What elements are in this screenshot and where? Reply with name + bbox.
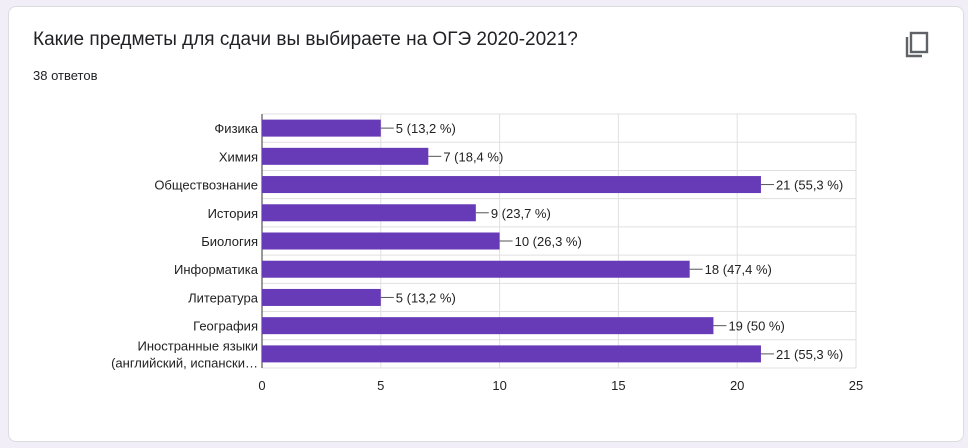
y-tick-label: Физика	[214, 121, 258, 136]
data-label: 5 (13,2 %)	[396, 121, 456, 136]
x-tick-label: 25	[849, 378, 863, 393]
copy-chart-button[interactable]	[899, 27, 935, 63]
data-label: 21 (55,3 %)	[776, 347, 843, 362]
bar[interactable]	[262, 204, 476, 222]
data-label: 19 (50 %)	[728, 319, 784, 334]
x-tick-label: 10	[492, 378, 506, 393]
x-tick-label: 15	[611, 378, 625, 393]
bar[interactable]	[262, 176, 761, 194]
bar[interactable]	[262, 345, 761, 363]
bar[interactable]	[262, 232, 500, 250]
bar[interactable]	[262, 119, 381, 137]
x-tick-label: 20	[730, 378, 744, 393]
data-label: 5 (13,2 %)	[396, 290, 456, 305]
bar[interactable]	[262, 288, 381, 306]
data-label: 21 (55,3 %)	[776, 178, 843, 193]
y-tick-label: Обществознание	[154, 178, 258, 193]
y-tick-label: Иностранные языки	[137, 338, 258, 353]
data-label: 7 (18,4 %)	[443, 149, 503, 164]
copy-icon	[905, 31, 929, 58]
bar[interactable]	[262, 147, 429, 165]
data-label: 10 (26,3 %)	[515, 234, 582, 249]
data-label: 9 (23,7 %)	[491, 206, 551, 221]
y-tick-label: Литература	[188, 290, 259, 305]
question-card: Какие предметы для сдачи вы выбираете на…	[8, 6, 964, 442]
response-count: 38 ответов	[33, 68, 98, 83]
y-tick-label: История	[208, 206, 258, 221]
x-tick-label: 5	[377, 378, 384, 393]
x-tick-label: 0	[258, 378, 265, 393]
bar[interactable]	[262, 317, 714, 335]
y-tick-label: Химия	[219, 149, 258, 164]
bar[interactable]	[262, 260, 690, 278]
question-title: Какие предметы для сдачи вы выбираете на…	[33, 29, 578, 50]
y-tick-label: Информатика	[174, 262, 259, 277]
y-tick-label: (английский, испански…	[111, 355, 258, 370]
y-tick-label: Биология	[201, 234, 258, 249]
data-label: 18 (47,4 %)	[705, 262, 772, 277]
y-tick-label: География	[193, 319, 258, 334]
